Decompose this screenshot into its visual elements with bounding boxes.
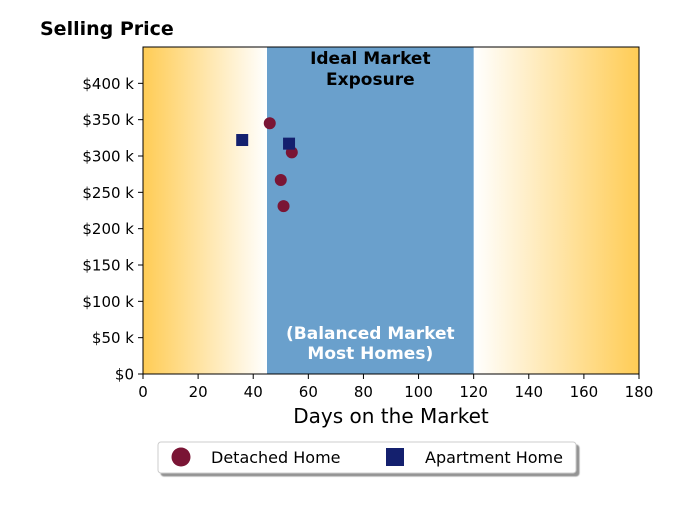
y-tick-label: $300 k (82, 148, 134, 166)
x-tick-label: 140 (514, 383, 543, 401)
x-tick-label: 40 (244, 383, 263, 401)
point-detached-home (263, 117, 276, 130)
band-title-line-2: Exposure (326, 70, 415, 90)
plot-frame (142, 46, 640, 375)
legend-label-apartment: Apartment Home (425, 448, 563, 467)
gradient-band-left (143, 47, 267, 374)
x-tick-label: 60 (299, 383, 318, 401)
legend-marker-apartment (386, 448, 404, 466)
x-tick-label: 180 (625, 383, 654, 401)
x-tick-label: 160 (570, 383, 599, 401)
band-subtitle-line-1: (Balanced Market (286, 324, 455, 344)
legend-box (157, 441, 577, 474)
y-tick-label: $400 k (82, 75, 134, 93)
legend-marker-detached (171, 447, 191, 467)
x-axis-label: Days on the Market (293, 404, 489, 428)
x-axis: 0 20 40 60 80 100 120 140 160 180 (138, 374, 653, 401)
y-tick-label: $350 k (82, 111, 134, 129)
y-axis: $0 $50 k $100 k $150 k $200 k $250 k $300 k $35… (82, 75, 143, 384)
band-title-line-1: Ideal Market (310, 49, 431, 69)
legend-label-detached: Detached Home (211, 448, 341, 467)
point-apartment-home (283, 137, 296, 150)
ideal-band (267, 47, 474, 374)
y-tick-label: $150 k (82, 257, 134, 275)
legend: Detached Home Apartment Home (157, 441, 577, 474)
chart-title: Selling Price (40, 18, 174, 40)
point-detached-home (277, 200, 290, 213)
y-tick-label: $50 k (92, 329, 134, 347)
band-subtitle-line-2: Most Homes) (307, 344, 433, 364)
x-tick-label: 120 (459, 383, 488, 401)
y-tick-label: $100 k (82, 293, 134, 311)
x-tick-label: 0 (138, 383, 148, 401)
point-apartment-home (236, 134, 249, 147)
x-tick-label: 100 (404, 383, 433, 401)
point-detached-home (274, 173, 287, 186)
plot-area: Ideal Market Exposure (Balanced Market M… (142, 46, 640, 375)
x-tick-label: 80 (354, 383, 373, 401)
y-tick-label: $0 (115, 366, 134, 384)
y-tick-label: $200 k (82, 220, 134, 238)
x-tick-label: 20 (189, 383, 208, 401)
y-tick-label: $250 k (82, 184, 134, 202)
gradient-band-right (473, 47, 639, 374)
data-marks (236, 117, 298, 213)
